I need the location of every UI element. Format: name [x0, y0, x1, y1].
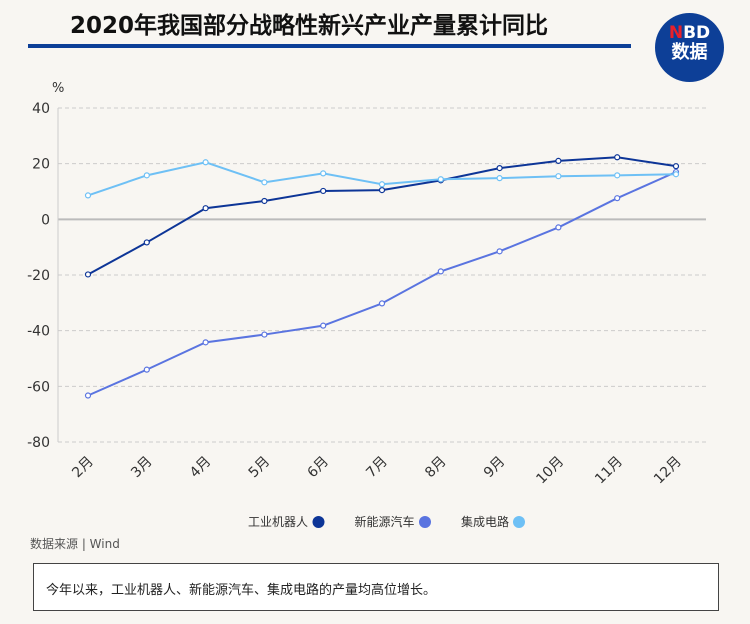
x-tick-label: 8月: [422, 454, 450, 482]
data-source: 数据来源 | Wind: [30, 537, 120, 551]
data-point: [84, 192, 92, 199]
y-tick-label: 40: [32, 101, 50, 117]
data-point: [261, 197, 268, 205]
data-point: [143, 366, 150, 373]
data-point: [378, 181, 386, 188]
legend-marker: [513, 516, 525, 528]
x-tick-label: 5月: [246, 454, 274, 482]
data-point: [143, 172, 150, 179]
data-point: [555, 173, 562, 180]
x-tick-label: 7月: [363, 454, 391, 482]
legend-label: 集成电路: [461, 514, 509, 529]
data-point: [84, 271, 92, 278]
line-chart: %40 20 0 -20 -40 -60 -80 2月 3月 4月 5月 6月 7月 8月 9月 10月 11月…: [27, 81, 706, 529]
x-tick-label: 9月: [481, 454, 509, 482]
data-point: [202, 159, 209, 166]
data-point: [496, 175, 503, 182]
y-tick-label: 0: [41, 212, 50, 228]
data-point: [202, 339, 209, 346]
data-point: [143, 239, 150, 246]
x-tick-label: 6月: [305, 454, 333, 482]
x-tick-label: 10月: [533, 454, 567, 488]
x-tick-label: 3月: [128, 454, 156, 482]
data-point: [320, 187, 327, 195]
data-point: [378, 300, 386, 307]
data-point: [614, 154, 621, 161]
y-tick-label: -60: [27, 379, 50, 395]
x-tick-label: 4月: [187, 454, 215, 482]
data-point: [555, 224, 562, 231]
data-point: [614, 172, 621, 179]
data-point: [261, 331, 268, 338]
data-point: [320, 322, 327, 329]
y-tick-label: -40: [27, 324, 50, 340]
title-underline: [28, 44, 631, 48]
legend-marker: [312, 516, 325, 528]
legend-label: 工业机器人: [248, 515, 308, 529]
data-point: [320, 170, 327, 177]
data-point: [555, 157, 562, 164]
series-line: [87, 171, 677, 397]
data-point: [378, 187, 386, 194]
chart-title: 2020年我国部分战略性新兴产业产量累计同比: [70, 13, 549, 39]
x-tick-label: 11月: [592, 454, 626, 488]
data-point: [614, 195, 621, 202]
data-point: [672, 163, 680, 170]
data-point: [496, 248, 503, 255]
nbd-logo: NBD 数据: [655, 13, 724, 82]
y-tick-label: 20: [32, 157, 50, 173]
data-point: [437, 268, 444, 275]
x-tick-label: 12月: [651, 454, 685, 488]
data-point: [496, 165, 503, 172]
data-point: [672, 171, 680, 178]
note-box: 今年以来，工业机器人、新能源汽车、集成电路的产量均高位增长。: [33, 563, 719, 611]
y-axis-unit: %: [52, 81, 64, 96]
x-tick-label: 2月: [69, 454, 97, 482]
y-tick-label: -80: [27, 435, 50, 451]
y-tick-label: -20: [27, 268, 50, 284]
legend-marker: [419, 516, 431, 528]
data-point: [437, 176, 444, 183]
legend-label: 新能源汽车: [355, 514, 415, 529]
data-point: [202, 205, 209, 212]
data-point: [84, 392, 92, 399]
data-point: [261, 179, 268, 186]
